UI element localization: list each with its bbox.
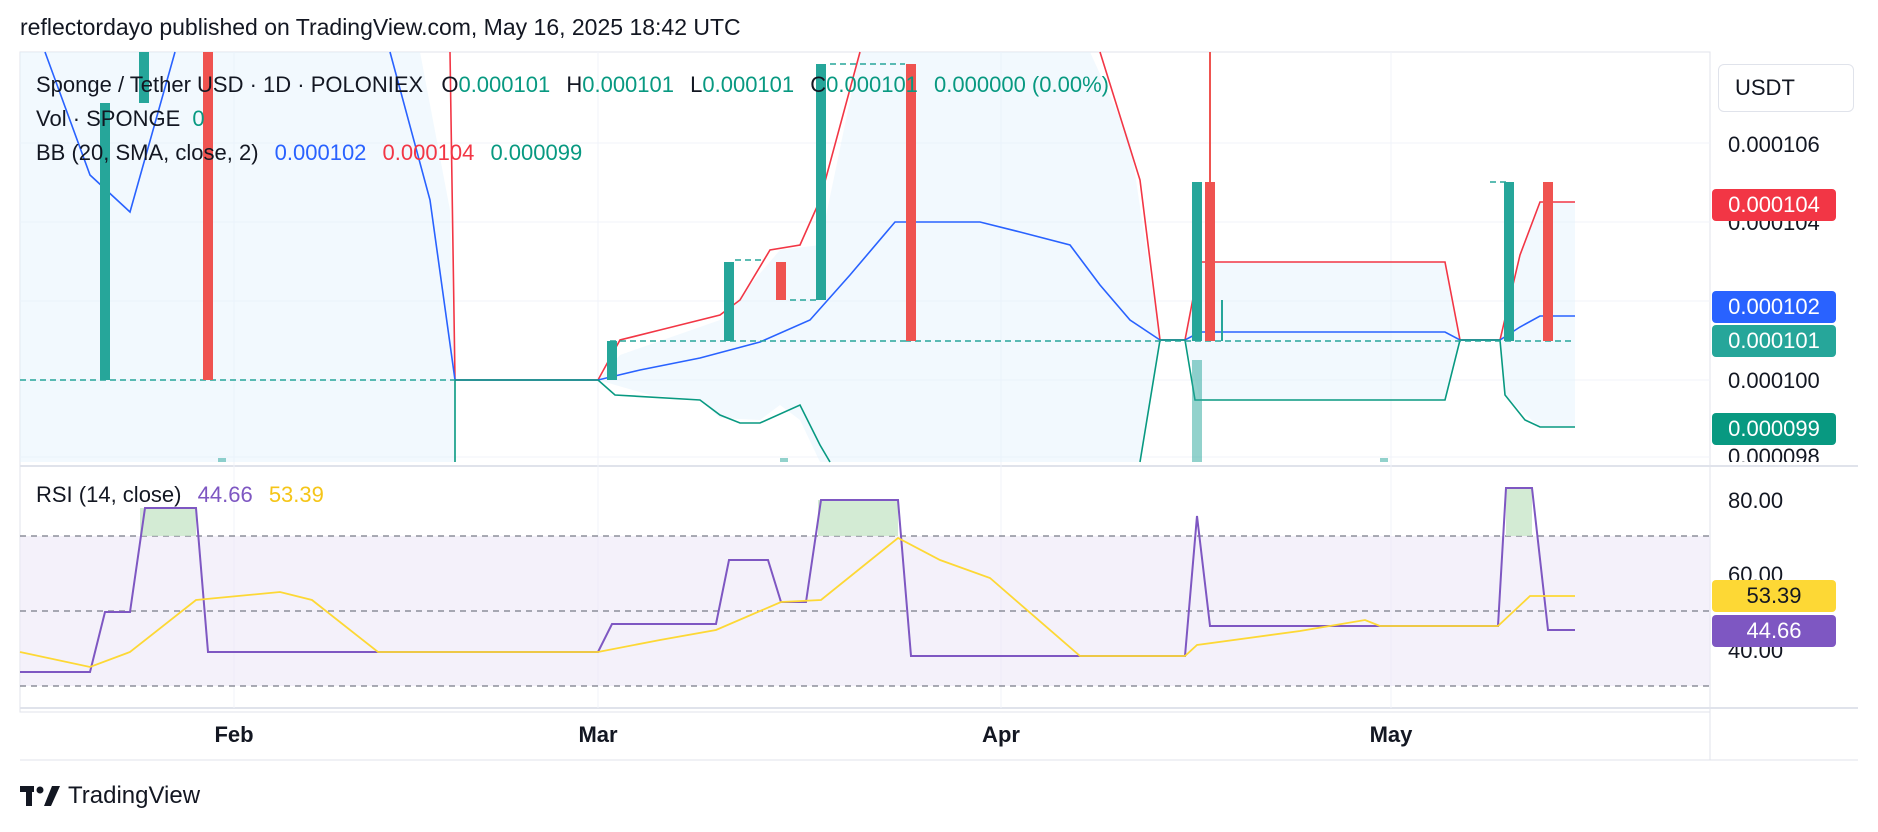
rsi-overbought-fill-2 <box>1506 488 1532 536</box>
candle-0 <box>100 103 110 380</box>
rsi-overbought-fill-0 <box>140 508 196 536</box>
tradingview-logo[interactable]: TradingView <box>20 782 200 810</box>
change-value: 0.000000 (0.00%) <box>934 72 1109 97</box>
low-label: L <box>690 72 703 97</box>
candle-5 <box>776 262 786 300</box>
volume-bar-1 <box>218 458 226 462</box>
candle-3 <box>607 341 617 380</box>
bb-lower-value: 0.000099 <box>490 140 583 165</box>
rsi-tick-1: 80.00 <box>1728 488 1784 513</box>
high-label: H <box>566 72 583 97</box>
rsi-badge: 44.66 <box>1712 615 1836 647</box>
open-value: 0.000101 <box>458 72 551 97</box>
bb-upper-value: 0.000104 <box>382 140 475 165</box>
time-tick-mar: Mar <box>578 722 618 747</box>
rsi-label: RSI (14, close) <box>36 482 182 507</box>
candle-11 <box>1543 182 1553 341</box>
time-tick-may: May <box>1369 722 1413 747</box>
bb-basis-value: 0.000102 <box>274 140 367 165</box>
candle-10 <box>1504 182 1514 341</box>
tradingview-brand: TradingView <box>68 782 201 809</box>
volume-legend: Vol · SPONGE 0 <box>36 106 205 132</box>
price-tick-3: 0.000100 <box>1728 368 1820 393</box>
volume-bar-0 <box>1192 360 1202 462</box>
candle-4 <box>724 262 734 341</box>
low-value: 0.000101 <box>702 72 795 97</box>
bb-fill <box>20 52 1575 462</box>
price-tick-1: 0.000106 <box>1728 132 1820 157</box>
rsi-overbought-fill-1 <box>818 500 898 536</box>
candle-6 <box>816 64 826 300</box>
currency-button[interactable]: USDT <box>1718 64 1854 112</box>
tradingview-logo-icon <box>20 786 60 806</box>
rsi-ma-line <box>19 536 1575 668</box>
rsi-legend: RSI (14, close) 44.66 53.39 <box>36 482 324 508</box>
symbol-title: Sponge / Tether USD · 1D · POLONIEX <box>36 72 424 97</box>
candle-7 <box>906 64 916 341</box>
candle-1 <box>139 52 149 103</box>
attribution-text: reflectordayo published on TradingView.c… <box>20 14 741 40</box>
rsi-value: 44.66 <box>197 482 253 507</box>
price-tick-4: 0.000098 <box>1728 444 1820 462</box>
close-label: C <box>810 72 827 97</box>
volume-bar-3 <box>1380 458 1388 462</box>
bb-basis-badge: 0.000102 <box>1712 291 1836 323</box>
volume-value: 0 <box>192 106 205 131</box>
volume-bar-2 <box>780 458 788 462</box>
close-value: 0.000101 <box>826 72 918 97</box>
open-label: O <box>441 72 459 97</box>
high-value: 0.000101 <box>582 72 674 97</box>
rsi-ma-badge: 53.39 <box>1712 580 1836 612</box>
candle-2 <box>203 52 213 380</box>
bb-legend: BB (20, SMA, close, 2) 0.000102 0.000104… <box>36 140 582 166</box>
time-tick-feb: Feb <box>214 722 254 747</box>
symbol-legend: Sponge / Tether USD · 1D · POLONIEX O0.0… <box>36 72 1109 98</box>
candle-8 <box>1192 182 1202 341</box>
bb-upper-line-2 <box>1099 51 1575 341</box>
bb-upper-badge: 0.000104 <box>1712 189 1836 221</box>
candle-9 <box>1205 182 1215 341</box>
rsi-ma-value: 53.39 <box>268 482 324 507</box>
bb-label: BB (20, SMA, close, 2) <box>36 140 259 165</box>
bb-lower-line <box>454 379 831 463</box>
time-tick-apr: Apr <box>982 722 1020 747</box>
volume-label: Vol · SPONGE <box>36 106 181 131</box>
bb-lower-line-2 <box>1139 339 1575 463</box>
bb-lower-badge: 0.000099 <box>1712 413 1836 445</box>
close-price-badge: 0.000101 <box>1712 325 1836 357</box>
